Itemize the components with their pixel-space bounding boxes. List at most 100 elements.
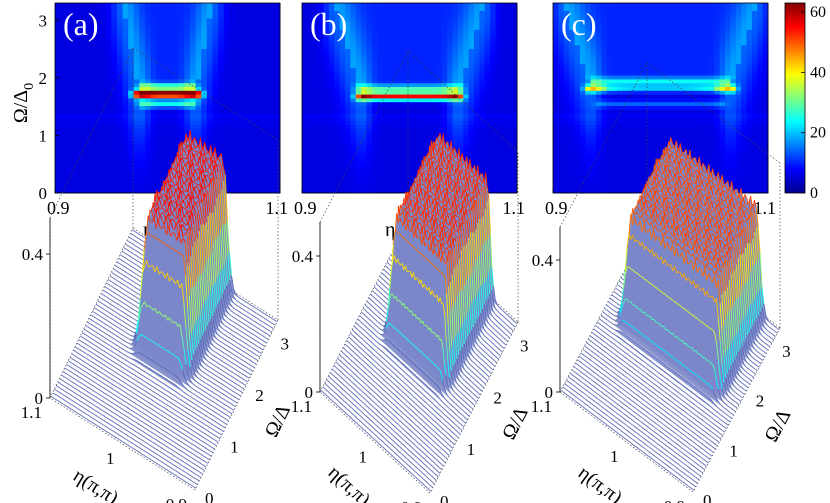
- heatmap-cell: [377, 60, 384, 65]
- heatmap-cell: [83, 14, 90, 19]
- heatmap-cell: [431, 94, 437, 99]
- heatmap-cell: [100, 147, 107, 152]
- heatmap-cell: [447, 25, 453, 30]
- heatmap-cell: [628, 71, 635, 76]
- heatmap-cell: [404, 101, 410, 106]
- heatmap-cell: [474, 101, 480, 106]
- heatmap-cell: [361, 166, 367, 171]
- heatmap-cell: [139, 63, 146, 68]
- heatmap-cell: [251, 113, 258, 118]
- heatmap-cell: [409, 170, 416, 175]
- heatmap-cell: [240, 22, 247, 27]
- heatmap-cell: [563, 132, 570, 137]
- heatmap-cell: [425, 113, 432, 118]
- heatmap-cell: [133, 25, 140, 30]
- heatmap-cell: [246, 18, 253, 23]
- heatmap-cell: [55, 117, 62, 122]
- heatmap-cell: [122, 25, 129, 30]
- heatmap-cell: [506, 6, 513, 11]
- heatmap-cell: [414, 41, 421, 46]
- heatmap-cell: [307, 22, 314, 27]
- heatmap-cell: [100, 162, 107, 167]
- heatmap-cell: [479, 151, 486, 156]
- heatmap-cell: [350, 136, 357, 141]
- heatmap-cell: [60, 105, 67, 110]
- heatmap-cell: [105, 37, 112, 42]
- heatmap-cell: [257, 166, 264, 171]
- heatmap-cell: [105, 109, 112, 114]
- heatmap-cell: [628, 18, 635, 23]
- heatmap-cell: [371, 3, 378, 8]
- heatmap-cell: [431, 90, 437, 95]
- heatmap-cell: [263, 155, 270, 160]
- heatmap-cell: [133, 33, 140, 38]
- heatmap-cell: [639, 14, 645, 19]
- heatmap-cell: [235, 181, 242, 186]
- heatmap-cell: [414, 86, 421, 91]
- heatmap-cell: [218, 139, 225, 144]
- heatmap-cell: [145, 10, 152, 15]
- heatmap-cell: [66, 120, 73, 125]
- heatmap-cell: [318, 185, 324, 190]
- heatmap-cell: [350, 109, 357, 114]
- heatmap-cell: [452, 14, 459, 19]
- heatmap-cell: [302, 113, 308, 118]
- heatmap-cell: [628, 170, 635, 175]
- heatmap-cell: [500, 90, 507, 95]
- heatmap-cell: [457, 67, 464, 72]
- heatmap-cell: [649, 124, 656, 129]
- heatmap-cell: [268, 14, 275, 19]
- heatmap-cell: [318, 52, 324, 57]
- heatmap-cell: [312, 41, 319, 46]
- heatmap-cell: [268, 94, 275, 99]
- heatmap-cell: [382, 185, 389, 190]
- heatmap-cell: [240, 56, 247, 61]
- heatmap-cell: [195, 139, 202, 144]
- heatmap-cell: [122, 162, 129, 167]
- heatmap-cell: [334, 177, 341, 182]
- heatmap-cell: [612, 189, 618, 194]
- heatmap-cell: [409, 147, 416, 152]
- heatmap-cell: [251, 52, 258, 57]
- heatmap-cell: [474, 6, 480, 11]
- heatmap-cell: [414, 143, 421, 148]
- heatmap-cell: [83, 71, 90, 76]
- heatmap-cell: [307, 170, 314, 175]
- heatmap-cell: [452, 120, 459, 125]
- heatmap-cell: [161, 82, 168, 87]
- heatmap-cell: [420, 147, 427, 152]
- heatmap-cell: [55, 147, 62, 152]
- heatmap-cell: [425, 41, 432, 46]
- heatmap-cell: [404, 166, 410, 171]
- heatmap-cell: [122, 29, 129, 34]
- heatmap-cell: [511, 174, 518, 179]
- heatmap-cell: [212, 44, 219, 49]
- heatmap-cell: [55, 181, 62, 186]
- heatmap-cell: [596, 113, 602, 118]
- heatmap-cell: [339, 56, 346, 61]
- heatmap-cell: [355, 136, 362, 141]
- heatmap-cell: [212, 139, 219, 144]
- heatmap-cell: [339, 60, 346, 65]
- heatmap-cell: [345, 14, 351, 19]
- heatmap-cell: [468, 132, 475, 137]
- heatmap-cell: [409, 56, 416, 61]
- heatmap-cell: [240, 109, 247, 114]
- heatmap-cell: [71, 75, 78, 80]
- heatmap-cell: [161, 25, 168, 30]
- heatmap-cell: [94, 71, 101, 76]
- heatmap-cell: [585, 162, 592, 167]
- heatmap-cell: [579, 18, 586, 23]
- heatmap-cell: [100, 151, 107, 156]
- heatmap-cell: [251, 44, 258, 49]
- heatmap-cell: [77, 113, 84, 118]
- heatmap-cell: [447, 98, 453, 103]
- heatmap-cell: [553, 177, 559, 182]
- heatmap-cell: [409, 162, 416, 167]
- heatmap-cell: [251, 136, 258, 141]
- heatmap-cell: [558, 120, 565, 125]
- heatmap-cell: [606, 117, 613, 122]
- heatmap-cell: [240, 29, 247, 34]
- heatmap-cell: [161, 10, 168, 15]
- heatmap-cell: [558, 177, 565, 182]
